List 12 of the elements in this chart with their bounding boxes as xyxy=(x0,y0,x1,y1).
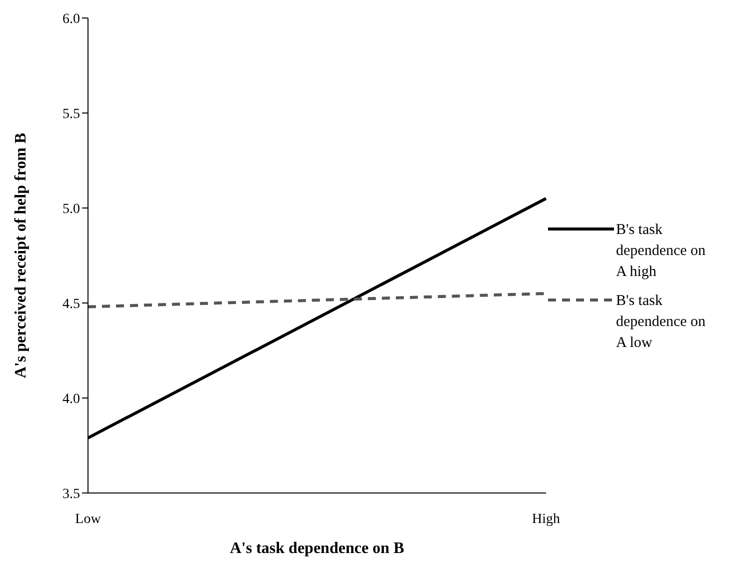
y-tick-label: 6.0 xyxy=(62,12,80,27)
y-axis-title: A's perceived receipt of help from B xyxy=(12,132,30,378)
y-tick-label: 4.0 xyxy=(62,392,80,407)
y-tick-label: 5.5 xyxy=(62,106,80,122)
legend-label: B's task dependence on A high xyxy=(616,220,707,282)
x-axis-title: A's task dependence on B xyxy=(230,540,404,557)
y-tick-label: 5.0 xyxy=(62,202,80,217)
y-tick-label: 3.5 xyxy=(62,486,80,502)
y-tick-label: 4.5 xyxy=(62,296,80,312)
x-tick-label: High xyxy=(532,512,560,527)
legend-label: B's task dependence on A low xyxy=(616,292,707,352)
x-tick-label: Low xyxy=(75,512,102,527)
